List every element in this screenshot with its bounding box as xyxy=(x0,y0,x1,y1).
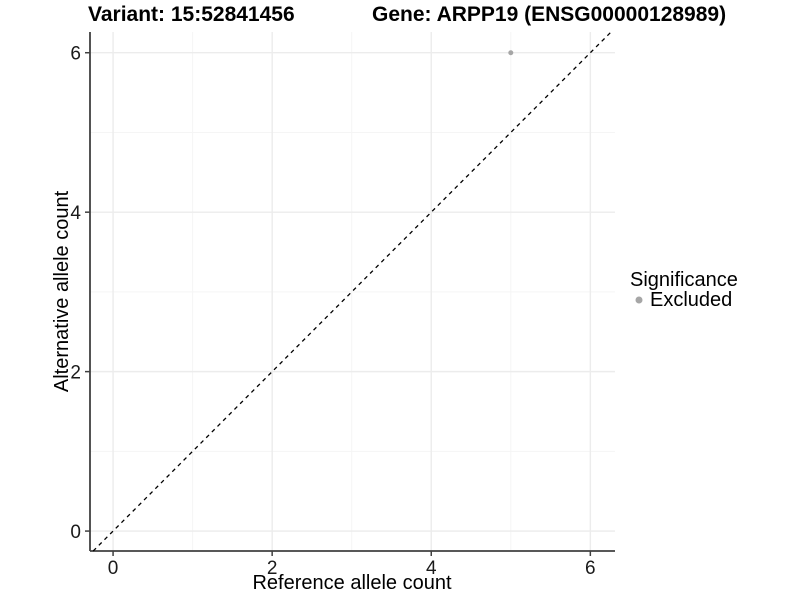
y-tick-label: 0 xyxy=(70,522,81,543)
x-tick-label: 2 xyxy=(267,558,278,579)
identity-dashed-line xyxy=(92,31,612,552)
legend: Significance Excluded xyxy=(630,269,738,311)
data-point xyxy=(508,50,514,56)
tick-label-layer: 0 2 4 6 0 2 4 6 xyxy=(70,44,595,579)
legend-entry-label: Excluded xyxy=(650,289,732,311)
x-tick-label: 6 xyxy=(585,558,596,579)
legend-point-icon xyxy=(635,296,643,304)
x-tick-label: 4 xyxy=(426,558,437,579)
y-axis-title: Alternative allele count xyxy=(51,190,73,392)
data-layer xyxy=(92,31,612,552)
gene-title: Gene: ARPP19 (ENSG00000128989) xyxy=(372,3,726,26)
gridline-layer xyxy=(90,32,615,551)
axis-layer xyxy=(85,32,615,556)
y-tick-label: 6 xyxy=(70,44,81,65)
legend-title: Significance xyxy=(630,269,738,291)
x-axis-title: Reference allele count xyxy=(252,572,451,594)
y-tick-label: 2 xyxy=(70,363,81,384)
y-tick-label: 4 xyxy=(70,203,81,224)
variant-title: Variant: 15:52841456 xyxy=(88,3,295,26)
x-tick-label: 0 xyxy=(108,558,119,579)
